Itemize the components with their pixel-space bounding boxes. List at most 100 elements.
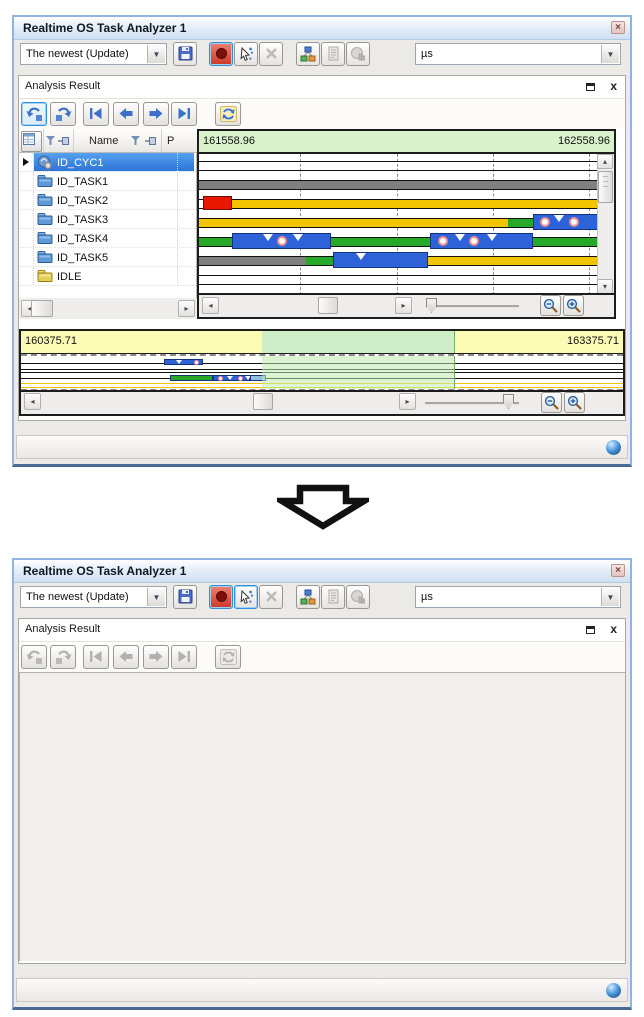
panel-close-icon[interactable]: x [610,622,617,636]
state-track [199,199,598,209]
row-gutter[interactable] [19,210,34,228]
task-row[interactable]: ID_TASK1 [19,172,196,191]
record-icon [215,591,227,602]
scrollbar-thumb[interactable] [318,297,338,314]
go-first-button[interactable] [83,102,109,126]
state-track [199,161,598,171]
save-button[interactable] [173,585,197,609]
pin-icon[interactable] [58,136,70,146]
statistics-button-disabled [346,585,370,609]
pick-point-button[interactable] [234,42,258,66]
go-next-button[interactable] [143,102,169,126]
unit-dropdown[interactable]: µs ▼ [415,586,621,608]
row-gutter[interactable] [19,153,34,171]
scrollbar-thumb[interactable] [31,300,53,317]
save-button[interactable] [173,42,197,66]
overview-triangle-marker [226,376,233,380]
undo-view-button[interactable] [21,102,47,126]
dataset-dropdown[interactable]: The newest (Update) ▼ [20,586,167,608]
zoom-slider-thumb[interactable] [503,394,514,409]
gantt-plot-area[interactable] [199,154,598,295]
filter-funnel-icon[interactable] [46,136,56,146]
flow-view-button[interactable] [296,42,320,66]
gantt-hscrollbar-row: ◂ ▸ [199,293,614,317]
panel-header[interactable]: Analysis Result x [19,76,625,99]
filter-funnel-icon[interactable] [131,136,141,146]
scroll-right-arrow[interactable]: ▸ [178,300,195,317]
zoom-in-button[interactable] [563,295,584,316]
panel-close-icon[interactable]: x [610,79,617,93]
row-gutter[interactable] [19,191,34,209]
chevron-down-icon[interactable]: ▼ [147,588,165,606]
go-last-button[interactable] [171,102,197,126]
first-marker-icon [90,651,102,662]
title-bar[interactable]: Realtime OS Task Analyzer 1 × [14,17,630,40]
zoom-slider-thumb[interactable] [426,298,437,313]
grid-priority-column-header[interactable]: P [161,129,196,152]
task-folder-icon [37,232,53,244]
main-toolbar: The newest (Update) ▼ [14,40,630,72]
record-button[interactable] [209,42,233,66]
panel-float-icon[interactable] [586,626,595,634]
column-separator [177,191,178,209]
scroll-up-arrow[interactable]: ▴ [597,154,613,169]
idle-icon-holder [37,269,53,286]
chevron-down-icon[interactable]: ▼ [147,45,165,63]
overview-selection-region[interactable] [261,356,456,389]
dataset-dropdown[interactable]: The newest (Update) ▼ [20,43,167,65]
scroll-left-arrow[interactable]: ◂ [24,393,41,410]
zoom-out-button[interactable] [541,392,562,413]
preempt-triangle-marker [355,253,366,260]
row-expander-arrow[interactable] [23,158,29,166]
gantt-vscrollbar[interactable]: ▴ ▾ [597,154,614,295]
scroll-right-arrow[interactable]: ▸ [395,297,412,314]
task-icon-holder [37,250,53,267]
grid-icon-column-header[interactable] [43,129,74,152]
unit-dropdown[interactable]: µs ▼ [415,43,621,65]
chevron-down-icon[interactable]: ▼ [601,45,619,63]
undo-arrow-icon [26,650,42,664]
stop-button-disabled [259,42,283,66]
zoom-in-button[interactable] [564,392,585,413]
task-row[interactable]: ID_TASK4 [19,229,196,248]
zoom-slider-track[interactable] [427,305,519,308]
zoom-slider-track[interactable] [425,402,519,405]
task-list-hscrollbar[interactable]: ◂ ▸ [19,298,197,319]
first-marker-icon [90,108,102,119]
task-row[interactable]: ID_TASK3 [19,210,196,229]
scroll-down-arrow[interactable]: ▾ [597,279,613,294]
overview-bars-area[interactable] [21,354,623,391]
record-button[interactable] [209,585,233,609]
scrollbar-thumb[interactable] [253,393,273,410]
task-row[interactable]: ID_TASK2 [19,191,196,210]
flow-view-button[interactable] [296,585,320,609]
grid-corner-cell [19,129,44,152]
panel-float-icon[interactable] [586,83,595,91]
refresh-button[interactable] [215,102,241,126]
task-row[interactable]: ID_TASK5 [19,248,196,267]
row-gutter[interactable] [19,267,34,285]
row-gutter[interactable] [19,172,34,190]
title-bar[interactable]: Realtime OS Task Analyzer 1 × [14,560,630,583]
go-previous-button[interactable] [113,102,139,126]
pin-icon[interactable] [145,136,157,146]
grid-name-column-header[interactable]: Name [73,129,162,152]
overview-selection-header[interactable] [261,331,456,353]
task-row[interactable]: ID_CYC1 [19,153,196,172]
scrollbar-thumb[interactable] [598,171,613,203]
overview-circle-marker [218,376,224,381]
scroll-right-arrow[interactable]: ▸ [399,393,416,410]
row-gutter[interactable] [19,248,34,266]
chevron-down-icon[interactable]: ▼ [601,588,619,606]
task-row[interactable]: IDLE [19,267,196,286]
window-close-button[interactable]: × [611,564,625,577]
window-close-button[interactable]: × [611,21,625,34]
panel-header[interactable]: Analysis Result x [19,619,625,642]
state-segment-green [199,238,598,246]
property-grid-button[interactable] [21,131,42,152]
scroll-left-arrow[interactable]: ◂ [202,297,219,314]
pick-point-button[interactable] [234,585,258,609]
row-gutter[interactable] [19,229,34,247]
zoom-out-button[interactable] [540,295,561,316]
redo-view-button[interactable] [50,102,76,126]
